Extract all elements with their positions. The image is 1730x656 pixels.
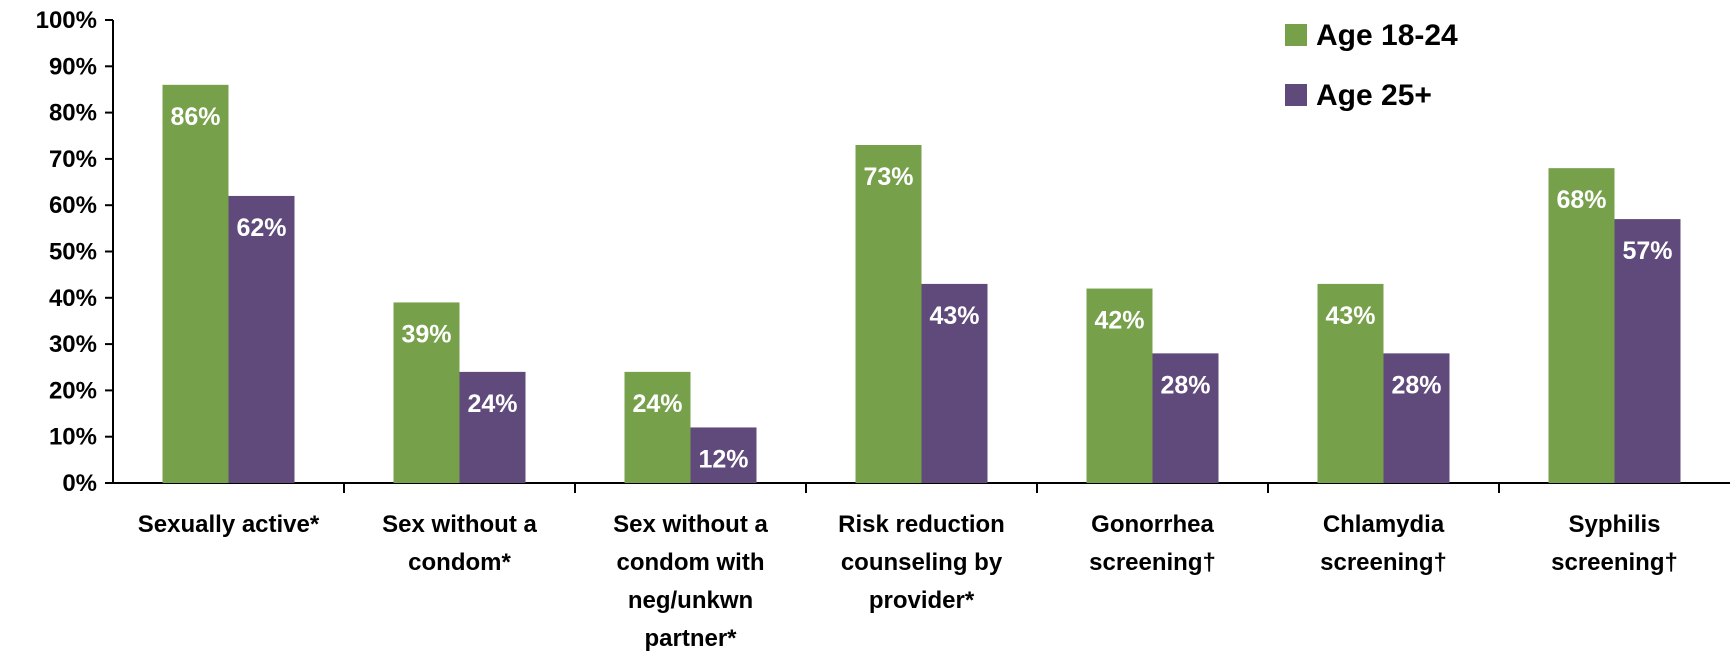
bar-value-label: 43%: [929, 302, 979, 330]
x-axis: Sexually active* Sex without a condom*Sex …: [113, 482, 1730, 652]
x-category-label: Syphilis screening†: [1551, 511, 1678, 576]
bar-value-label: 43%: [1325, 302, 1375, 330]
legend-item: Age 18-24: [1285, 19, 1458, 52]
x-category-label-line: provider*: [869, 587, 975, 614]
y-tick-label: 100%: [36, 7, 97, 34]
bar: [624, 371, 691, 483]
data-labels: 86% 62% 39% 24% 24% 12% 73% 43% 42% 28% 43% 28% 68% 5…: [170, 103, 1672, 474]
bar: [1317, 283, 1384, 483]
legend-label: Age 18-24: [1316, 19, 1458, 52]
x-category-label-line: partner*: [644, 625, 737, 652]
y-tick-label: 80%: [49, 100, 97, 127]
x-category-label-line: Risk reduction: [838, 511, 1005, 538]
bar: [1152, 353, 1219, 483]
legend-swatch: [1285, 24, 1307, 46]
bar-value-label: 28%: [1391, 371, 1441, 399]
bar-value-label: 62%: [236, 214, 286, 242]
x-category-label-line: Sex without a: [613, 511, 768, 538]
y-tick-label: 50%: [49, 239, 97, 266]
legend-item: Age 25+: [1285, 79, 1432, 112]
bar: [921, 283, 988, 483]
y-tick-label: 30%: [49, 331, 97, 358]
x-category-label: Gonorrhea screening†: [1089, 511, 1216, 576]
y-tick-label: 40%: [49, 285, 97, 312]
y-tick-label: 90%: [49, 53, 97, 80]
x-category-label-line: screening†: [1089, 549, 1216, 576]
x-category-label-line: Syphilis: [1568, 511, 1660, 538]
x-category-label-line: screening†: [1320, 549, 1447, 576]
legend-label: Age 25+: [1316, 79, 1432, 112]
y-tick-label: 60%: [49, 192, 97, 219]
x-category-label-line: Sex without a: [382, 511, 537, 538]
bar-value-label: 68%: [1556, 186, 1606, 214]
x-category-label: Sex without a condom*: [382, 511, 537, 576]
bar-value-label: 57%: [1622, 237, 1672, 265]
x-category-label: Chlamydia screening†: [1320, 511, 1447, 576]
bar: [393, 302, 460, 483]
x-category-label-line: neg/unkwn: [628, 587, 753, 614]
x-category-label: Risk reduction counseling by provider*: [838, 511, 1005, 614]
bar: [1548, 168, 1615, 483]
x-category-label-line: condom*: [408, 549, 511, 576]
y-tick-label: 20%: [49, 377, 97, 404]
y-tick-label: 10%: [49, 424, 97, 451]
bar-value-label: 42%: [1094, 307, 1144, 335]
bar: [1086, 288, 1153, 483]
bar: [1383, 353, 1450, 483]
y-tick-label: 0%: [62, 470, 97, 497]
x-category-label-line: Sexually active*: [138, 511, 320, 538]
bar: [1614, 219, 1681, 483]
bar-value-label: 73%: [863, 163, 913, 191]
legend: Age 18-24 Age 25+: [1285, 19, 1458, 112]
bar-value-label: 12%: [698, 445, 748, 473]
y-tick-label: 70%: [49, 146, 97, 173]
y-axis: 0% 10% 20% 30% 40% 50% 60% 70% 80% 90% 100%: [36, 7, 114, 497]
bar-value-label: 24%: [632, 390, 682, 418]
bar: [228, 195, 295, 483]
bars: [162, 84, 1681, 483]
x-category-label-line: Chlamydia: [1323, 511, 1445, 538]
x-category-label-line: counseling by: [841, 549, 1003, 576]
legend-swatch: [1285, 84, 1307, 106]
x-category-label: Sex without a condom with neg/unkwn partner…: [613, 511, 768, 652]
bar: [162, 84, 229, 483]
bar-value-label: 24%: [467, 390, 517, 418]
bar-value-label: 28%: [1160, 371, 1210, 399]
bar: [459, 371, 526, 483]
bar-value-label: 86%: [170, 103, 220, 131]
x-category-label-line: Gonorrhea: [1091, 511, 1214, 538]
x-category-label-line: screening†: [1551, 549, 1678, 576]
bar: [690, 427, 757, 483]
bar: [855, 145, 922, 483]
x-category-label: Sexually active*: [138, 511, 320, 538]
x-category-label-line: condom with: [617, 549, 765, 576]
bar-value-label: 39%: [401, 320, 451, 348]
